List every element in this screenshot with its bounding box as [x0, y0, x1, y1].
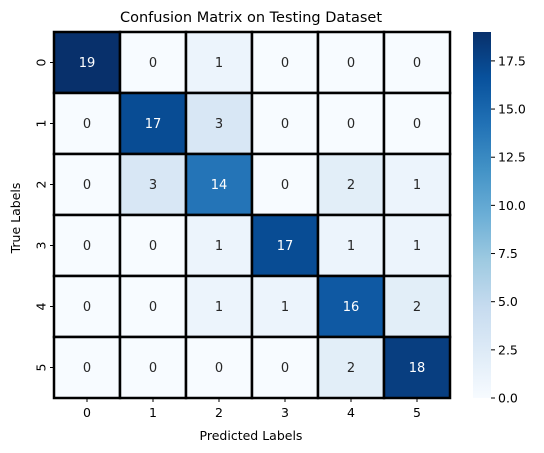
- cell-value-label: 0: [413, 117, 421, 132]
- cell-value-label: 0: [413, 56, 421, 71]
- cell-value-label: 0: [83, 178, 91, 193]
- colorbar-tick-label: 7.5: [498, 246, 518, 261]
- colorbar-tick-label: 10.0: [498, 198, 526, 213]
- cell-value-label: 3: [215, 117, 223, 132]
- y-axis-label: True Labels: [8, 183, 23, 255]
- cell-value-label: 0: [281, 56, 289, 71]
- cell-value-label: 0: [149, 56, 157, 71]
- cell-value-label: 0: [149, 239, 157, 254]
- cell-value-label: 2: [347, 361, 355, 376]
- cell-value-label: 17: [277, 239, 294, 254]
- cell-value-label: 17: [145, 117, 162, 132]
- heatmap-cell: [118, 152, 188, 217]
- cell-value-label: 0: [281, 361, 289, 376]
- heatmap-cell: [316, 274, 386, 339]
- cell-value-label: 1: [215, 300, 223, 315]
- y-tick-label: 4: [34, 302, 49, 310]
- heatmap-cell: [184, 213, 254, 278]
- cell-value-label: 3: [149, 178, 157, 193]
- y-axis-ticks: 0 1 2 3 4 5: [34, 58, 54, 372]
- heatmap-cell: [250, 213, 320, 278]
- heatmap-cell: [118, 213, 188, 278]
- heatmap-cell: [184, 274, 254, 339]
- heatmap-cell: [118, 91, 188, 156]
- heatmap-cell: [250, 152, 320, 217]
- x-tick-label: 4: [347, 405, 355, 420]
- heatmap-cells: 19 0 1 0 0 0 0 17 3 0 0 0 0 3 14 0 2 1 0 0 1 17 1 1 0 0 1 1 16 2 0 0 0 0 2…: [52, 30, 452, 400]
- cell-value-label: 1: [215, 239, 223, 254]
- chart-title: Confusion Matrix on Testing Dataset: [120, 10, 382, 26]
- x-axis-label: Predicted Labels: [200, 428, 303, 443]
- heatmap-cell: [382, 152, 452, 217]
- cell-value-label: 0: [281, 178, 289, 193]
- colorbar-tick-label: 2.5: [498, 342, 518, 357]
- heatmap-cell: [382, 335, 452, 400]
- cell-value-label: 16: [343, 300, 360, 315]
- cell-value-label: 0: [149, 361, 157, 376]
- cell-value-label: 0: [83, 361, 91, 376]
- heatmap-cell: [382, 274, 452, 339]
- cell-value-label: 14: [211, 178, 228, 193]
- heatmap-cell: [316, 213, 386, 278]
- cell-value-label: 0: [83, 300, 91, 315]
- heatmap-cell: [316, 152, 386, 217]
- x-tick-label: 3: [281, 405, 289, 420]
- y-tick-label: 1: [34, 120, 49, 128]
- cell-value-label: 2: [413, 300, 421, 315]
- y-tick-label: 5: [34, 364, 49, 372]
- heatmap-cell: [382, 91, 452, 156]
- colorbar: [473, 32, 491, 398]
- cell-value-label: 0: [347, 117, 355, 132]
- heatmap-cell: [250, 91, 320, 156]
- x-tick-label: 5: [413, 405, 421, 420]
- cell-value-label: 0: [83, 117, 91, 132]
- cell-value-label: 0: [281, 117, 289, 132]
- x-axis-ticks: 0 1 2 3 4 5: [83, 398, 421, 420]
- cell-value-label: 1: [215, 56, 223, 71]
- cell-value-label: 1: [281, 300, 289, 315]
- cell-value-label: 1: [413, 178, 421, 193]
- heatmap-cell: [52, 335, 122, 400]
- colorbar-tick-label: 0.0: [498, 391, 518, 406]
- x-tick-label: 1: [149, 405, 157, 420]
- heatmap-cell: [382, 213, 452, 278]
- colorbar-tick-label: 12.5: [498, 150, 526, 165]
- cell-value-label: 0: [347, 56, 355, 71]
- y-tick-label: 2: [34, 181, 49, 189]
- y-tick-label: 0: [34, 58, 49, 66]
- cell-value-label: 19: [79, 56, 96, 71]
- colorbar-tick-label: 15.0: [498, 102, 526, 117]
- colorbar-tick-label: 5.0: [498, 294, 518, 309]
- y-tick-label: 3: [34, 242, 49, 250]
- cell-value-label: 18: [409, 361, 426, 376]
- colorbar-tick-label: 17.5: [498, 53, 526, 68]
- x-tick-label: 2: [215, 405, 223, 420]
- cell-value-label: 2: [347, 178, 355, 193]
- heatmap-cell: [382, 30, 452, 95]
- heatmap-cell: [52, 213, 122, 278]
- colorbar-ticks: 0.0 2.5 5.0 7.5 10.0 12.5 15.0 17.5: [491, 53, 526, 406]
- cell-value-label: 1: [347, 239, 355, 254]
- x-tick-label: 0: [83, 405, 91, 420]
- cell-value-label: 1: [413, 239, 421, 254]
- cell-value-label: 0: [215, 361, 223, 376]
- cell-value-label: 0: [83, 239, 91, 254]
- cell-value-label: 0: [149, 300, 157, 315]
